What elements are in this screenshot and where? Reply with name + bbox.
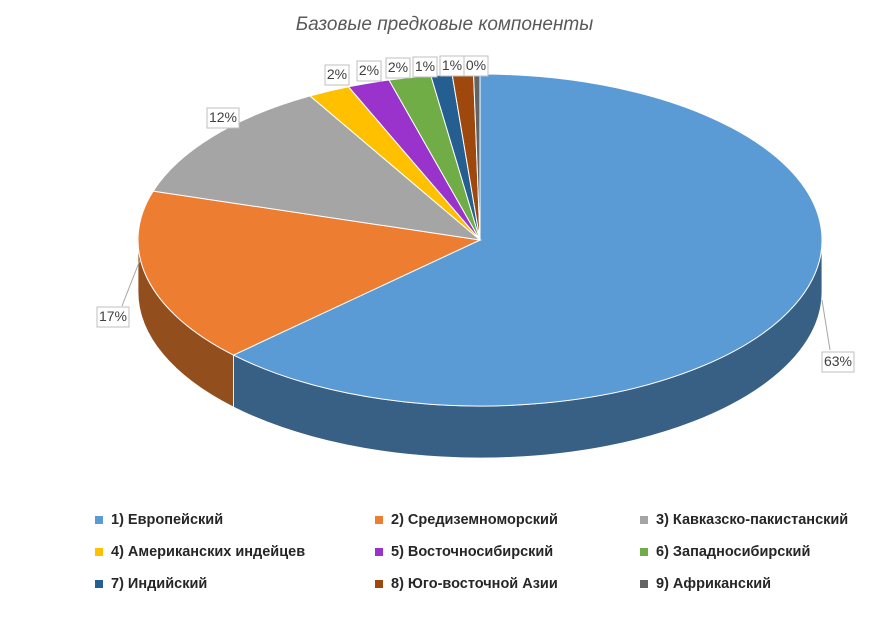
data-label-7: 1% (415, 58, 435, 74)
data-label-5: 2% (359, 62, 379, 78)
legend-swatch-1 (95, 516, 103, 524)
data-label-box-1 (821, 351, 855, 373)
pie-slice-1 (232, 73, 823, 407)
legend-swatch-3 (640, 516, 648, 524)
data-label-box-9 (463, 55, 489, 77)
pie-slice-2 (137, 190, 482, 356)
legend-swatch-9 (640, 580, 648, 588)
legend-item-7: 7) Индийский (95, 576, 207, 592)
data-label-box-3 (206, 107, 240, 129)
legend-label-8: 8) Юго-восточной Азии (391, 576, 558, 592)
pie-plot-area: 63%17%12%2% 2% 2% 1% 1% 0% (96, 55, 855, 459)
legend-label-4: 4) Американских индейцев (111, 544, 306, 560)
data-label-box-4 (324, 64, 350, 86)
legend-item-2: 2) Средиземноморский (375, 512, 558, 528)
legend-label-1: 1) Европейский (111, 512, 224, 528)
legend-label-6: 6) Западносибирский (656, 544, 811, 560)
legend-swatch-8 (375, 580, 383, 588)
data-label-box-5 (356, 60, 382, 82)
pie-data-labels: 63%17%12%2% 2% 2% 1% 1% 0% (96, 55, 855, 373)
legend-swatch-2 (375, 516, 383, 524)
legend-item-4: 4) Американских индейцев (95, 544, 305, 560)
legend-item-1: 1) Европейский (95, 512, 223, 528)
data-label-box-7 (412, 56, 438, 78)
data-label-box-6 (385, 57, 411, 79)
legend-item-9: 9) Африканский (640, 576, 771, 592)
legend-item-6: 6) Западносибирский (640, 544, 810, 560)
legend-swatch-4 (95, 548, 103, 556)
data-label-6: 2% (388, 59, 408, 75)
legend-swatch-5 (375, 548, 383, 556)
data-label-3: 12% (209, 109, 237, 125)
pie-slice-3 (152, 95, 482, 241)
legend-label-7: 7) Индийский (111, 576, 208, 592)
legend-item-8: 8) Юго-восточной Азии (375, 576, 558, 592)
legend-swatch-6 (640, 548, 648, 556)
legend-label-5: 5) Восточносибирский (391, 544, 554, 560)
chart-title: Базовые предковые компоненты (295, 14, 594, 35)
data-label-9: 0% (466, 57, 486, 73)
data-label-1: 63% (824, 353, 852, 369)
legend-label-2: 2) Средиземноморский (391, 512, 558, 528)
legend-swatch-7 (95, 580, 103, 588)
pie-slices (137, 73, 823, 407)
data-label-box-2 (96, 306, 130, 328)
legend-item-3: 3) Кавказско-пакистанский (640, 512, 848, 528)
legend-item-5: 5) Восточносибирский (375, 544, 553, 560)
legend-label-9: 9) Африканский (656, 576, 772, 592)
data-label-2: 17% (99, 308, 127, 324)
data-label-8: 1% (442, 57, 462, 73)
legend-label-3: 3) Кавказско-пакистанский (656, 512, 849, 528)
leader-line-1 (821, 299, 831, 351)
leader-line-3 (229, 129, 237, 138)
data-label-4: 2% (327, 66, 347, 82)
leader-line-2 (121, 259, 141, 307)
